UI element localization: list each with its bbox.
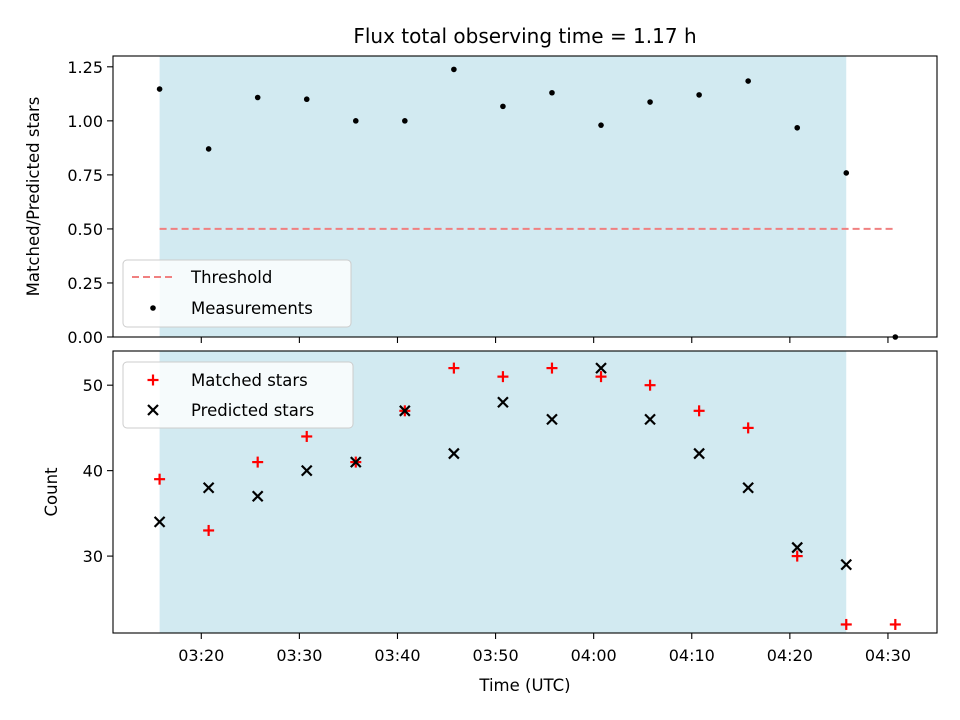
matched-star-point: [742, 422, 754, 434]
time-xtick-label: 04:00: [571, 646, 617, 665]
measurement-point: [598, 122, 604, 128]
measurement-point: [500, 103, 506, 110]
predicted-star-point: [300, 464, 313, 477]
matched-star-point: [203, 524, 215, 536]
matched-star-point: [301, 430, 313, 442]
legend-matched-swatch: [147, 374, 159, 386]
ratio-ytick-label: 0.25: [67, 274, 103, 293]
ratio-ytick-label: 0.75: [67, 166, 103, 185]
measurement-point: [156, 86, 163, 92]
measurement-point: [254, 94, 261, 101]
count-ytick-label: 30: [83, 547, 103, 566]
matched-star-point: [889, 618, 901, 630]
time-xtick-label: 03:40: [374, 646, 420, 665]
matched-star-point: [448, 362, 460, 374]
count-axis-label: Count: [42, 467, 61, 517]
predicted-star-point: [497, 396, 509, 409]
ratio-axis-label: Matched/Predicted stars: [24, 97, 43, 297]
ratio-ytick-label: 0.00: [67, 328, 103, 347]
predicted-star-point: [399, 405, 411, 417]
measurement-point: [745, 78, 751, 84]
count-legend-frame: [122, 361, 354, 429]
predicted-star-point: [840, 558, 853, 571]
legend-predicted-swatch: [147, 404, 159, 416]
legend-threshold-label: Threshold: [190, 268, 272, 287]
matched-star-point: [252, 456, 264, 468]
time-xtick-label: 03:50: [473, 646, 519, 665]
matched-star-point: [840, 618, 852, 630]
measurement-point: [647, 99, 653, 105]
ratio-legend-frame: [122, 259, 352, 328]
ratio-panel-frame: [112, 55, 938, 338]
legend-measurements-swatch: [150, 305, 156, 311]
count-ytick-label: 50: [83, 376, 103, 395]
time-axis-label: Time (UTC): [478, 676, 570, 695]
predicted-star-point: [153, 516, 166, 528]
measurement-point: [205, 146, 212, 152]
predicted-star-point: [350, 456, 362, 468]
predicted-star-point: [742, 481, 754, 494]
ratio-ytick-label: 1.00: [67, 112, 103, 131]
ratio-panel: 0.00 0.25 0.50 0.75 1.00 1.25 Matched/Predict…: [24, 55, 938, 347]
measurement-point: [843, 170, 850, 176]
matched-star-point: [595, 371, 607, 383]
matched-star-point: [644, 379, 656, 391]
time-xtick-label: 04:20: [767, 646, 813, 665]
measurement-point: [794, 124, 801, 131]
measurement-point: [402, 118, 408, 124]
ratio-ytick-label: 1.25: [67, 58, 103, 77]
matched-star-point: [154, 473, 166, 485]
time-xtick-label: 03:20: [178, 646, 224, 665]
predicted-star-point: [644, 413, 656, 426]
predicted-star-point: [448, 447, 460, 460]
matched-star-point: [546, 362, 558, 374]
predicted-star-point: [595, 362, 607, 374]
time-xtick-label: 03:30: [276, 646, 322, 665]
legend-matched-label: Matched stars: [191, 371, 308, 390]
count-ytick-label: 40: [83, 462, 103, 481]
matched-star-point: [791, 550, 803, 562]
measurement-point: [303, 96, 310, 103]
count-panel-frame: [112, 350, 938, 634]
predicted-star-point: [693, 447, 705, 460]
measurement-point: [451, 66, 457, 73]
predicted-star-point: [546, 413, 558, 426]
count-legend: Matched stars Predicted stars: [122, 361, 354, 429]
predicted-star-point: [202, 481, 215, 494]
matched-star-point: [693, 405, 705, 417]
ratio-legend: Threshold Measurements: [122, 259, 352, 328]
legend-predicted-label: Predicted stars: [191, 401, 314, 420]
time-xtick-label: 04:30: [865, 646, 911, 665]
chart-title: Flux total observing time = 1.17 h: [353, 24, 696, 48]
time-xtick-label: 04:10: [669, 646, 715, 665]
measurement-point: [696, 92, 702, 98]
matched-star-point: [497, 371, 509, 383]
legend-measurements-label: Measurements: [191, 299, 313, 318]
measurement-point: [549, 89, 555, 96]
count-panel: 30 40 50 03:20 03:30 03:40 03:50 04:00 04:10 04:…: [42, 350, 938, 695]
predicted-star-point: [251, 490, 264, 503]
predicted-star-point: [791, 541, 803, 554]
ratio-ytick-label: 0.50: [67, 220, 103, 239]
measurement-point: [352, 118, 359, 124]
